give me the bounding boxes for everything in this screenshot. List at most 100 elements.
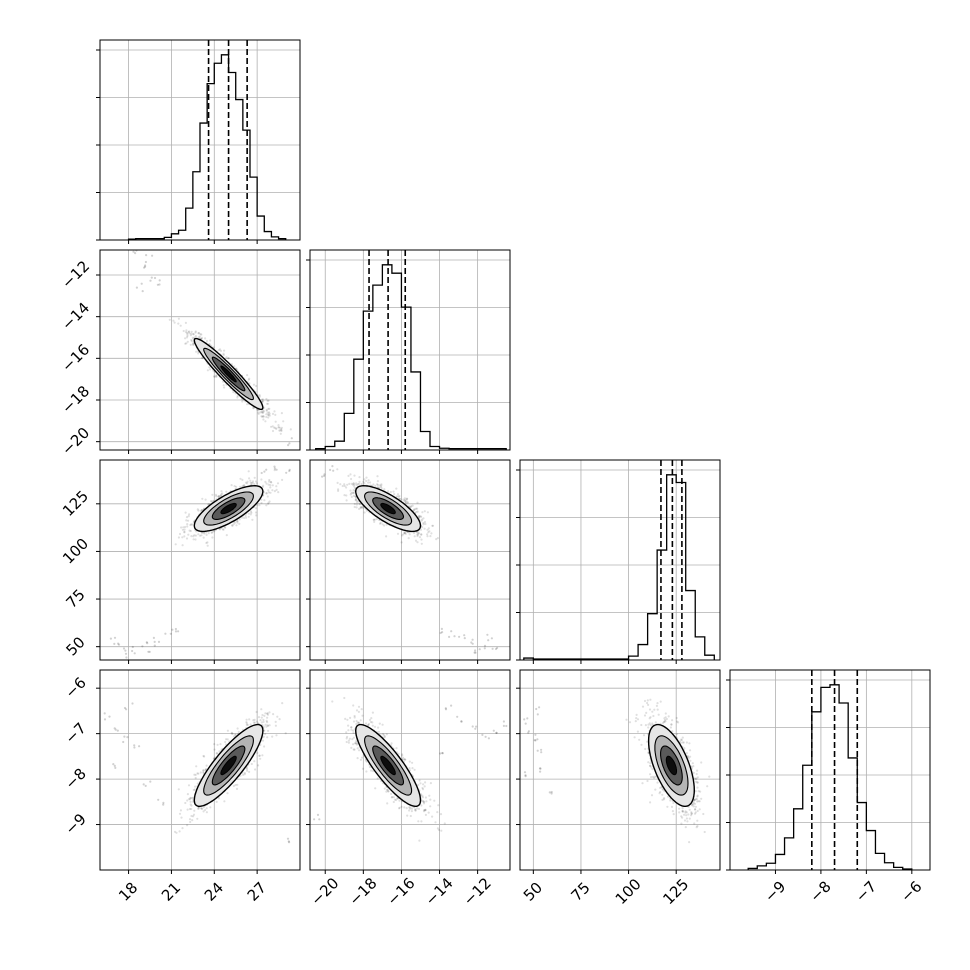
outlier-point: [441, 631, 444, 634]
sample-point: [353, 487, 357, 490]
sample-point: [354, 498, 357, 501]
sample-point: [201, 508, 204, 512]
sample-point: [268, 412, 271, 415]
sample-point: [220, 490, 223, 493]
sample-point: [182, 526, 185, 529]
sample-point: [249, 513, 252, 516]
sample-point: [179, 324, 182, 327]
outlier-point: [124, 649, 127, 652]
sample-point: [192, 332, 195, 336]
outlier-point: [145, 254, 148, 257]
sample-point: [257, 411, 260, 414]
sample-point: [173, 321, 176, 324]
sample-point: [188, 513, 191, 516]
sample-point: [420, 538, 423, 541]
sample-point: [262, 400, 265, 403]
sample-point: [201, 497, 204, 500]
sample-point: [246, 374, 249, 377]
sample-point: [262, 720, 265, 724]
sample-point: [346, 483, 349, 486]
sample-point: [209, 368, 212, 371]
sample-point: [227, 357, 230, 360]
sample-point: [192, 800, 195, 803]
sample-point: [192, 535, 195, 538]
outlier-point: [273, 467, 276, 470]
outlier-point: [331, 465, 334, 468]
sample-point: [203, 532, 206, 535]
sample-point: [351, 491, 354, 494]
sample-point: [210, 500, 213, 503]
panel-frame: [99, 459, 301, 661]
sample-point: [198, 335, 201, 338]
sample-point: [345, 499, 348, 502]
sample-point: [379, 485, 382, 488]
sample-point: [223, 349, 226, 352]
sample-point: [376, 486, 379, 489]
sample-point: [230, 732, 233, 735]
outlier-point: [171, 628, 174, 631]
sample-point: [359, 507, 362, 510]
sample-point: [247, 515, 250, 518]
outlier-point: [487, 639, 490, 642]
sample-point: [274, 420, 277, 423]
sample-point: [249, 510, 253, 513]
sample-point: [190, 535, 193, 538]
sample-point: [250, 511, 253, 514]
sample-point: [243, 516, 246, 520]
sample-point: [181, 536, 184, 539]
sample-point: [263, 729, 266, 732]
sample-point: [365, 476, 368, 479]
sample-point: [236, 520, 239, 523]
sample-point: [400, 541, 403, 544]
sample-point: [379, 521, 382, 525]
sample-point: [205, 533, 208, 537]
sample-point: [231, 524, 234, 527]
sample-point: [189, 798, 192, 801]
sample-point: [202, 754, 205, 758]
outlier-point: [113, 642, 116, 646]
sample-point: [268, 407, 271, 410]
sample-point: [185, 519, 188, 522]
sample-point: [406, 501, 409, 504]
sample-point: [261, 485, 264, 489]
sample-point: [243, 773, 246, 776]
sample-point: [243, 484, 246, 487]
sample-point: [276, 482, 280, 485]
outlier-point: [150, 276, 153, 279]
sample-point: [225, 490, 228, 493]
sample-point: [269, 486, 272, 489]
outlier-point: [470, 641, 473, 644]
sample-point: [353, 505, 356, 509]
sample-point: [196, 772, 199, 775]
sample-point: [266, 724, 269, 727]
sample-point: [186, 332, 189, 335]
sample-point: [207, 532, 210, 535]
sample-point: [265, 492, 268, 495]
sample-point: [407, 537, 410, 540]
sample-point: [261, 415, 264, 418]
sample-point: [257, 722, 260, 725]
sample-point: [266, 713, 270, 716]
sample-point: [355, 503, 358, 506]
sample-point: [199, 333, 202, 336]
sample-point: [265, 397, 268, 401]
sample-point: [358, 476, 361, 479]
sample-point: [185, 336, 189, 339]
sample-point: [376, 480, 379, 483]
sample-point: [375, 517, 379, 521]
outlier-point: [474, 649, 477, 652]
sample-point: [278, 718, 281, 721]
sample-point: [260, 478, 263, 481]
sample-point: [192, 538, 195, 541]
contour-core: [220, 365, 237, 383]
sample-point: [349, 473, 352, 476]
outlier-point: [141, 645, 144, 648]
sample-point: [266, 716, 269, 719]
sample-point: [358, 480, 361, 483]
sample-point: [225, 534, 228, 537]
sample-point: [350, 477, 353, 481]
sample-point: [233, 485, 236, 488]
sample-point: [352, 494, 355, 497]
sample-point: [362, 506, 365, 509]
sample-point: [423, 510, 426, 513]
